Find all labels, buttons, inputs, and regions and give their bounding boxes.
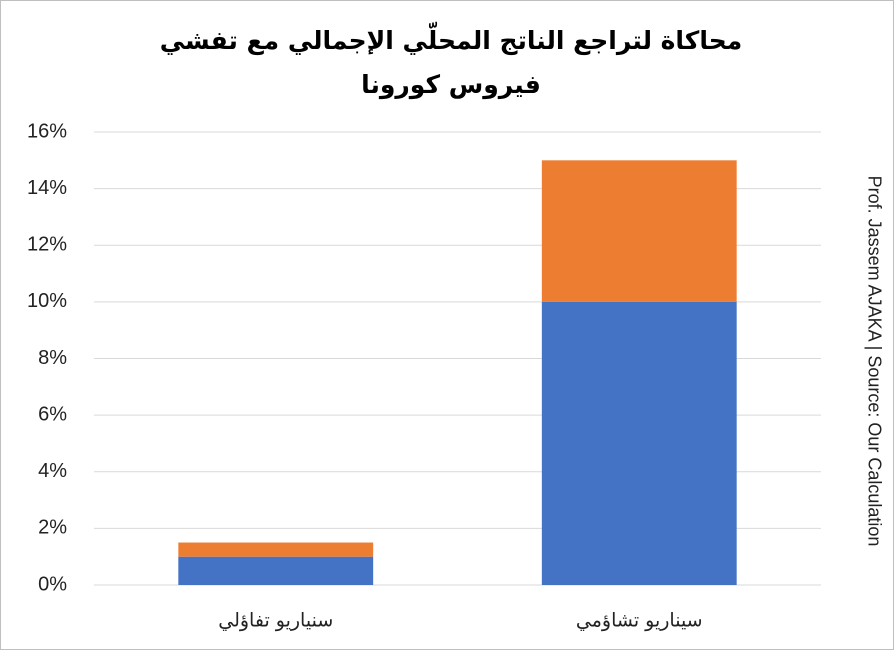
y-tick-label: 4% (38, 460, 67, 482)
x-tick-label: سيناريو تشاؤمي (576, 610, 703, 632)
annotation: Prof. Jassem AJAKA | Source: Our Calcula… (864, 176, 884, 547)
y-tick-label: 12% (27, 234, 67, 256)
y-tick-label: 2% (38, 517, 67, 539)
bar-segment (178, 556, 374, 585)
y-tick-label: 14% (27, 177, 67, 199)
x-tick-label: سنياريو تفاؤلي (218, 610, 333, 632)
chart-title: محاكاة لتراجع الناتج المحلّي الإجمالي مع… (159, 26, 743, 99)
y-tick-label: 8% (38, 347, 67, 369)
y-tick-label: 0% (38, 573, 67, 595)
bar-segment (541, 160, 737, 302)
y-tick-label: 6% (38, 403, 67, 425)
y-tick-label: 16% (27, 120, 67, 142)
bar-segment (541, 301, 737, 585)
y-tick-label: 10% (27, 290, 67, 312)
bar-segment (178, 542, 374, 557)
